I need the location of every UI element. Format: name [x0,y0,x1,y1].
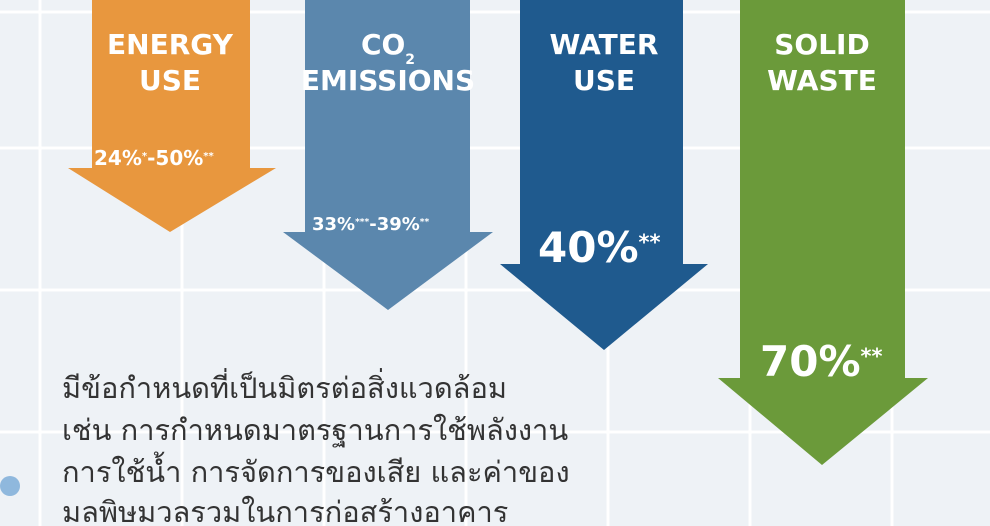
arrow [718,0,928,465]
paragraph-line: มลพิษมวลรวมในการก่อสร้างอาคาร [62,495,508,526]
subscript: 2 [405,52,415,68]
arrow-value: 33%***-39%** [312,214,429,235]
arrow-label: CO2 [361,28,415,68]
value-part: 33% [312,214,355,235]
arrow-label: ENERGY [107,28,234,61]
value-part: 40% [538,223,639,272]
superscript: ** [420,218,430,228]
arrow-label: WATER [550,28,659,61]
arrow [283,0,493,310]
superscript: * [142,151,148,162]
arrow-label: USE [139,64,201,97]
arrow [500,0,708,350]
arrow [68,0,276,232]
paragraph-line: มีข้อกำหนดที่เป็นมิตรต่อสิ่งแวดล้อม [62,368,507,405]
arrow-value: 40%** [538,223,661,272]
label-part: CO [361,28,405,61]
superscript: ** [203,151,214,162]
paragraph-line: เช่น การกำหนดมาตรฐานการใช้พลังงาน [62,413,568,448]
value-part: 24% [94,146,142,170]
water-icon [0,476,20,496]
superscript: ** [861,344,883,368]
arrow-value: 70%** [760,337,883,386]
arrow-label: SOLID [774,28,869,61]
superscript: ** [639,230,661,254]
arrow-label: WASTE [767,64,877,97]
superscript: *** [355,218,369,228]
value-part: 70% [760,337,861,386]
value-part: -50% [147,146,203,170]
value-part: -39% [369,214,420,235]
arrow-value: 24%*-50%** [94,146,215,170]
arrow-label: EMISSIONS [301,64,475,97]
arrow-label: USE [573,64,635,97]
paragraph-line: การใช้น้ำ การจัดการของเสีย และค่าของ [62,451,570,489]
